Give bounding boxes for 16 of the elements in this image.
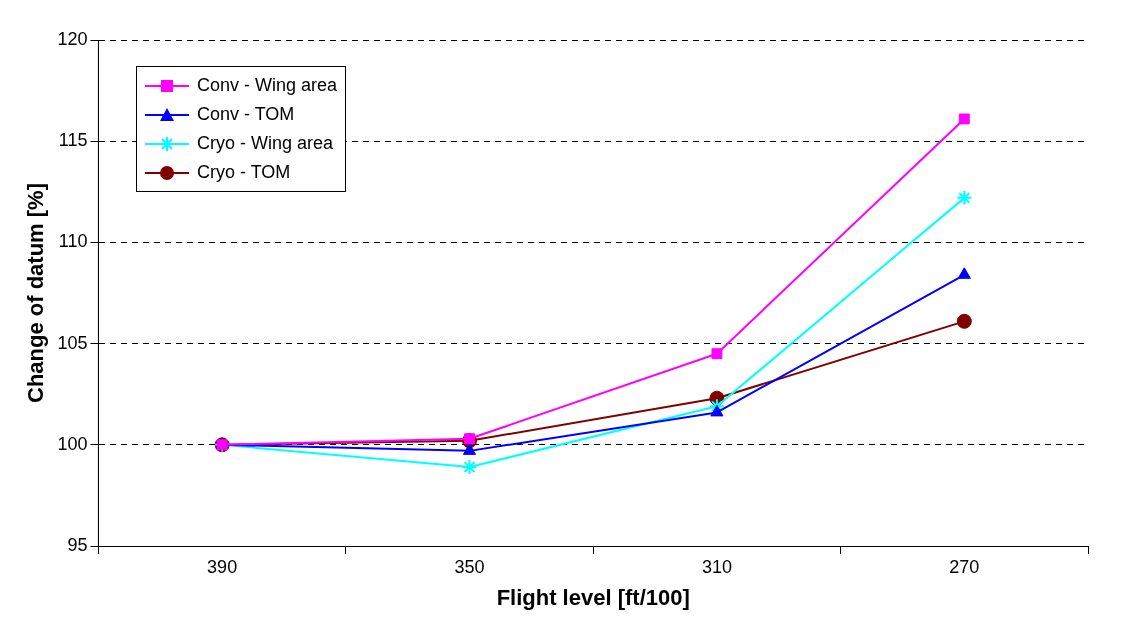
y-tick-label: 110 [58,231,88,252]
x-tick-label: 350 [454,556,485,577]
legend-label: Conv - TOM [197,104,295,125]
x-tick-label: 270 [949,556,980,577]
x-tick-label: 310 [701,556,732,577]
x-tick-label: 390 [207,556,238,577]
y-tick-label: 115 [58,130,88,151]
y-tick-label: 120 [57,28,88,49]
y-tick-label: 105 [57,332,88,353]
y-tick-label: 100 [57,433,88,454]
legend-label: Cryo - TOM [197,162,291,183]
y-tick-label: 95 [67,534,88,555]
y-axis-title: Change of datum [%] [23,183,49,403]
legend-label: Conv - Wing area [197,75,338,96]
x-axis-title: Flight level [ft/100] [496,584,690,610]
legend-label: Cryo - Wing area [197,133,334,154]
